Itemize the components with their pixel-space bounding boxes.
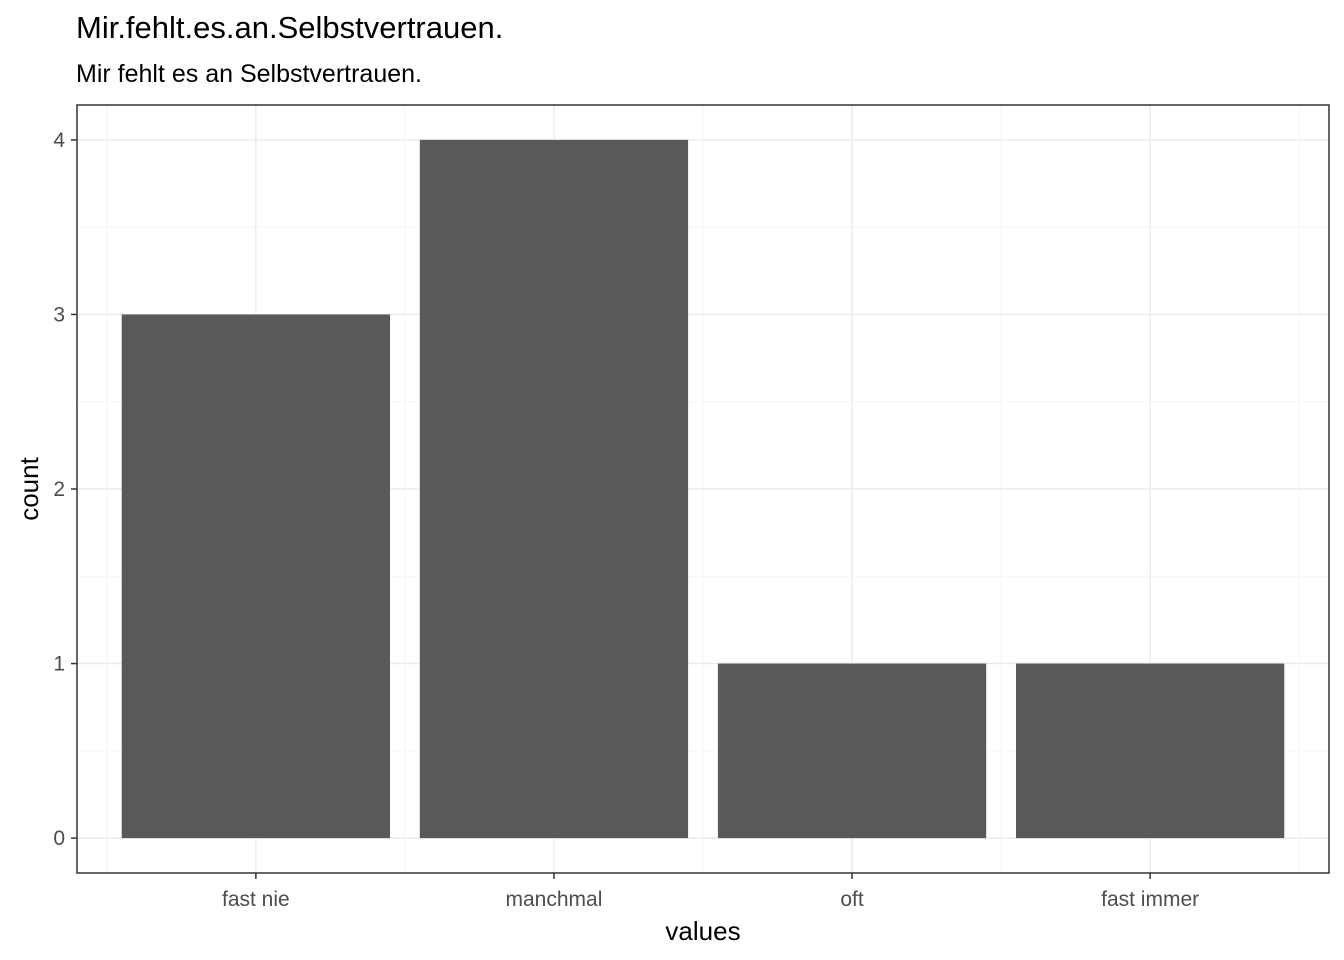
y-axis-title: count [14, 456, 44, 520]
x-axis-title: values [665, 916, 740, 946]
y-tick-label: 3 [53, 303, 65, 326]
y-tick-label: 0 [53, 827, 65, 850]
bars [121, 139, 1285, 839]
y-tick-label: 4 [53, 129, 65, 152]
bar-oft [717, 663, 987, 839]
y-tick-label: 2 [53, 478, 65, 501]
x-tick-label: oft [840, 888, 864, 911]
bar-fast-nie [121, 314, 390, 839]
x-tick-label: fast nie [222, 888, 290, 911]
bar-manchmal [419, 139, 689, 839]
y-tick-label: 1 [53, 653, 65, 676]
bar-fast-immer [1016, 663, 1285, 839]
axes: 0 1 2 3 4 fast nie manchmal oft fast immer [53, 129, 1199, 911]
x-tick-label: fast immer [1101, 888, 1199, 911]
chart-title: Mir.fehlt.es.an.Selbstvertrauen. [76, 10, 504, 45]
chart-subtitle: Mir fehlt es an Selbstvertrauen. [76, 60, 422, 88]
x-tick-label: manchmal [506, 888, 603, 911]
